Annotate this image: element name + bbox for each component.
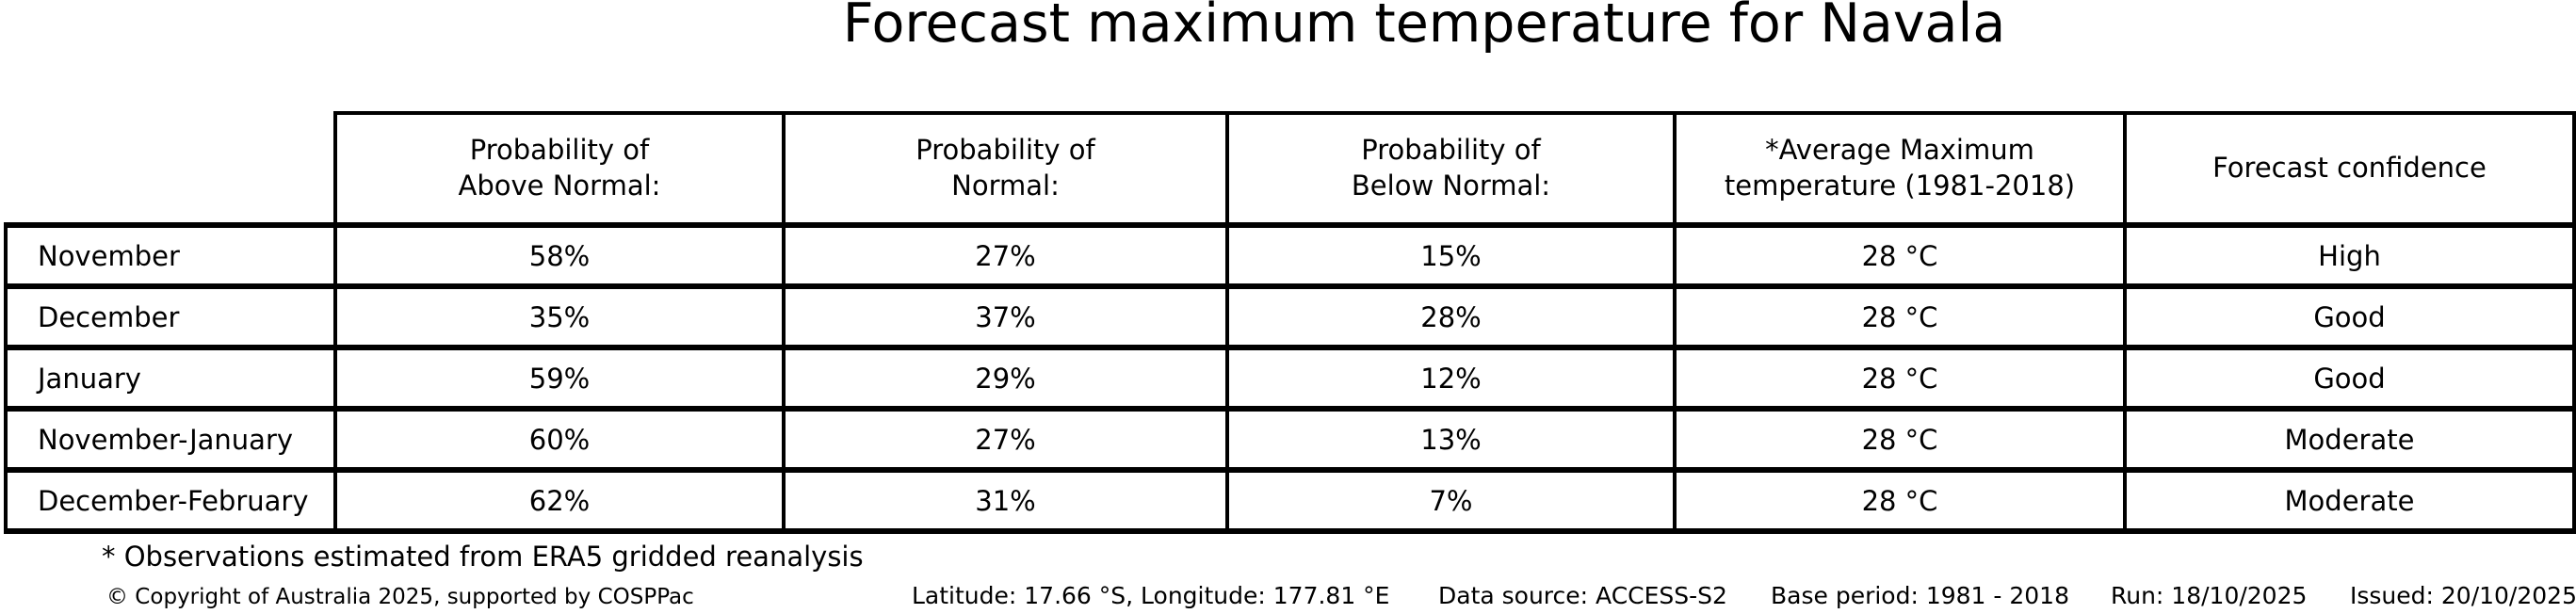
- cell-below-normal: 12%: [1225, 345, 1677, 412]
- column-header-normal: Probability of Normal:: [782, 111, 1229, 228]
- cell-normal: 31%: [782, 467, 1229, 534]
- cell-average-max-temp: 28 °C: [1673, 283, 2127, 350]
- row-label: December-February: [4, 467, 337, 534]
- table-row-november: November 58% 27% 15% 28 °C High: [4, 222, 2576, 289]
- cell-forecast-confidence: High: [2123, 222, 2576, 289]
- column-header-average-max-temp: *Average Maximum temperature (1981-2018): [1673, 111, 2127, 228]
- table-row-november-january: November-January 60% 27% 13% 28 °C Moder…: [4, 406, 2576, 473]
- base-period-text: Base period: 1981 - 2018: [1771, 582, 2069, 609]
- cell-normal: 27%: [782, 406, 1229, 473]
- cell-average-max-temp: 28 °C: [1673, 467, 2127, 534]
- cell-normal: 37%: [782, 283, 1229, 350]
- cell-below-normal: 28%: [1225, 283, 1677, 350]
- row-label: January: [4, 345, 337, 412]
- forecast-table: Probability of Above Normal: Probability…: [4, 111, 2576, 534]
- corner-cell: [6, 113, 335, 225]
- page-title: Forecast maximum temperature for Navala: [842, 0, 2006, 55]
- cell-normal: 29%: [782, 345, 1229, 412]
- header-row: Probability of Above Normal: Probability…: [6, 111, 2576, 228]
- column-header-above-normal: Probability of Above Normal:: [333, 111, 786, 228]
- column-header-below-normal: Probability of Below Normal:: [1225, 111, 1677, 228]
- run-date-text: Run: 18/10/2025: [2111, 582, 2308, 609]
- cell-average-max-temp: 28 °C: [1673, 345, 2127, 412]
- cell-above-normal: 35%: [333, 283, 786, 350]
- cell-above-normal: 62%: [333, 467, 786, 534]
- footnote: * Observations estimated from ERA5 gridd…: [102, 541, 864, 573]
- column-header-forecast-confidence: Forecast confidence: [2123, 111, 2576, 228]
- issued-date-text: Issued: 20/10/2025: [2350, 582, 2576, 609]
- cell-average-max-temp: 28 °C: [1673, 406, 2127, 473]
- table-row-december-february: December-February 62% 31% 7% 28 °C Moder…: [4, 467, 2576, 534]
- cell-forecast-confidence: Moderate: [2123, 467, 2576, 534]
- copyright-text: © Copyright of Australia 2025, supported…: [106, 585, 694, 609]
- cell-below-normal: 7%: [1225, 467, 1677, 534]
- row-label: November-January: [4, 406, 337, 473]
- cell-above-normal: 58%: [333, 222, 786, 289]
- cell-normal: 27%: [782, 222, 1229, 289]
- cell-above-normal: 60%: [333, 406, 786, 473]
- cell-forecast-confidence: Good: [2123, 345, 2576, 412]
- cell-average-max-temp: 28 °C: [1673, 222, 2127, 289]
- cell-above-normal: 59%: [333, 345, 786, 412]
- cell-below-normal: 13%: [1225, 406, 1677, 473]
- location-text: Latitude: 17.66 °S, Longitude: 177.81 °E: [912, 582, 1390, 609]
- cell-below-normal: 15%: [1225, 222, 1677, 289]
- row-label: November: [4, 222, 337, 289]
- row-label: December: [4, 283, 337, 350]
- data-source-text: Data source: ACCESS-S2: [1438, 582, 1727, 609]
- cell-forecast-confidence: Good: [2123, 283, 2576, 350]
- cell-forecast-confidence: Moderate: [2123, 406, 2576, 473]
- table-row-january: January 59% 29% 12% 28 °C Good: [4, 345, 2576, 412]
- table-row-december: December 35% 37% 28% 28 °C Good: [4, 283, 2576, 350]
